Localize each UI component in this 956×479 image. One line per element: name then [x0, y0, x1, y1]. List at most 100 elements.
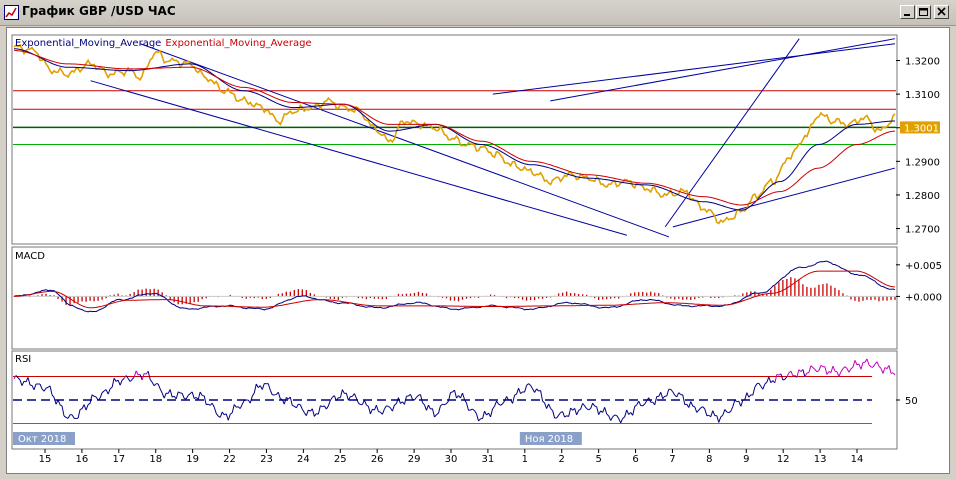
rsi-line-segment: [308, 409, 311, 412]
rsi-line-segment: [766, 376, 770, 383]
rsi-line-segment: [774, 374, 778, 384]
rsi-line-segment: [39, 383, 43, 390]
rsi-line-segment: [141, 373, 145, 381]
price-tick-label: 1.2900: [905, 157, 940, 168]
rsi-line-segment: [550, 408, 553, 411]
day-label: 2: [559, 454, 565, 465]
rsi-line-segment: [654, 396, 658, 405]
rsi-line-segment: [490, 408, 494, 418]
rsi-line-segment: [187, 393, 191, 396]
rsi-line-segment: [191, 391, 195, 399]
rsi-line-segment: [25, 377, 29, 383]
rsi-line-segment: [846, 368, 850, 373]
rsi-line-segment: [642, 403, 646, 407]
rsi-line-segment: [345, 392, 349, 401]
rsi-line-segment: [249, 396, 253, 404]
rsi-line-segment: [61, 405, 65, 417]
rsi-line-segment: [65, 416, 69, 419]
rsi-line-segment: [241, 400, 245, 405]
rsi-line-segment: [363, 400, 367, 406]
rsi-line-segment: [225, 413, 229, 421]
rsi-line-segment: [45, 386, 49, 389]
rsi-line-segment: [317, 405, 321, 415]
rsi-line-segment: [239, 404, 243, 409]
rsi-line-segment: [604, 407, 608, 415]
day-label: 24: [297, 454, 310, 465]
rsi-line-segment: [355, 397, 359, 404]
close-button[interactable]: [934, 5, 949, 19]
rsi-line-segment: [532, 388, 536, 393]
rsi-line-segment: [672, 391, 676, 396]
rsi-line-segment: [832, 365, 836, 372]
price-tick-label: 1.3200: [905, 57, 940, 68]
rsi-line-segment: [742, 399, 745, 401]
rsi-line-segment: [662, 395, 666, 400]
rsi-line-segment: [361, 399, 365, 405]
rsi-line-segment: [746, 392, 750, 398]
rsi-line-segment: [157, 383, 161, 390]
rsi-line-segment: [638, 400, 642, 406]
rsi-line-segment: [728, 410, 732, 414]
rsi-line-segment: [93, 395, 97, 398]
rsi-line-segment: [320, 405, 323, 408]
day-label: 15: [39, 454, 52, 465]
rsi-line-segment: [634, 404, 638, 407]
rsi-line-segment: [596, 406, 600, 415]
minimize-button[interactable]: [900, 5, 915, 19]
day-label: 8: [706, 454, 712, 465]
rsi-line-segment: [622, 416, 626, 419]
macd-signal-line: [14, 270, 896, 309]
rsi-line-segment: [89, 394, 93, 404]
rsi-line-segment: [842, 366, 846, 370]
rsi-line-segment: [588, 408, 591, 411]
rsi-line-segment: [113, 377, 117, 382]
macd-tick-label: +0.000: [905, 292, 942, 303]
rsi-line-segment: [437, 405, 441, 414]
rsi-line-segment: [740, 400, 744, 407]
rsi-line-segment: [49, 385, 53, 395]
rsi-line-segment: [876, 361, 880, 367]
rsi-line-segment: [151, 382, 155, 387]
rsi-line-segment: [169, 389, 173, 398]
rsi-line-segment: [574, 408, 578, 415]
day-label: 25: [334, 454, 347, 465]
rsi-line-segment: [177, 391, 181, 394]
rsi-line-segment: [698, 407, 702, 411]
rsi-tick-label: 50: [905, 396, 918, 407]
rsi-line-segment: [768, 376, 772, 383]
rsi-line-segment: [558, 412, 562, 416]
rsi-line-segment: [830, 365, 834, 373]
rsi-line-segment: [231, 404, 235, 413]
rsi-line-segment: [107, 388, 111, 395]
rsi-line-segment: [504, 396, 508, 402]
rsi-line-segment: [518, 388, 522, 394]
rsi-line-segment: [464, 399, 467, 404]
minimize-icon: [904, 14, 910, 16]
rsi-line-segment: [580, 403, 584, 410]
rsi-line-segment: [840, 368, 844, 373]
rsi-line-segment: [444, 403, 447, 406]
rsi-line-segment: [718, 416, 722, 423]
rsi-line-segment: [366, 404, 369, 407]
rsi-line-segment: [135, 370, 139, 376]
rsi-line-segment: [660, 392, 664, 399]
rsi-line-segment: [646, 397, 650, 402]
rsi-line-segment: [482, 410, 486, 419]
rsi-line-segment: [416, 394, 419, 398]
rsi-line-segment: [99, 392, 103, 399]
maximize-button[interactable]: [916, 5, 931, 19]
rsi-line-segment: [506, 396, 510, 401]
day-label: 19: [186, 454, 199, 465]
rsi-line-segment: [181, 393, 185, 399]
rsi-line-segment: [139, 374, 143, 381]
rsi-line-segment: [434, 414, 437, 418]
rsi-line-segment: [844, 366, 848, 369]
rsi-line-segment: [269, 390, 273, 396]
rsi-line-segment: [17, 377, 21, 381]
rsi-line-segment: [492, 405, 495, 410]
rsi-line-segment: [606, 413, 610, 417]
rsi-line-segment: [57, 399, 61, 406]
rsi-line-segment: [762, 383, 766, 390]
rsi-line-segment: [131, 376, 135, 380]
